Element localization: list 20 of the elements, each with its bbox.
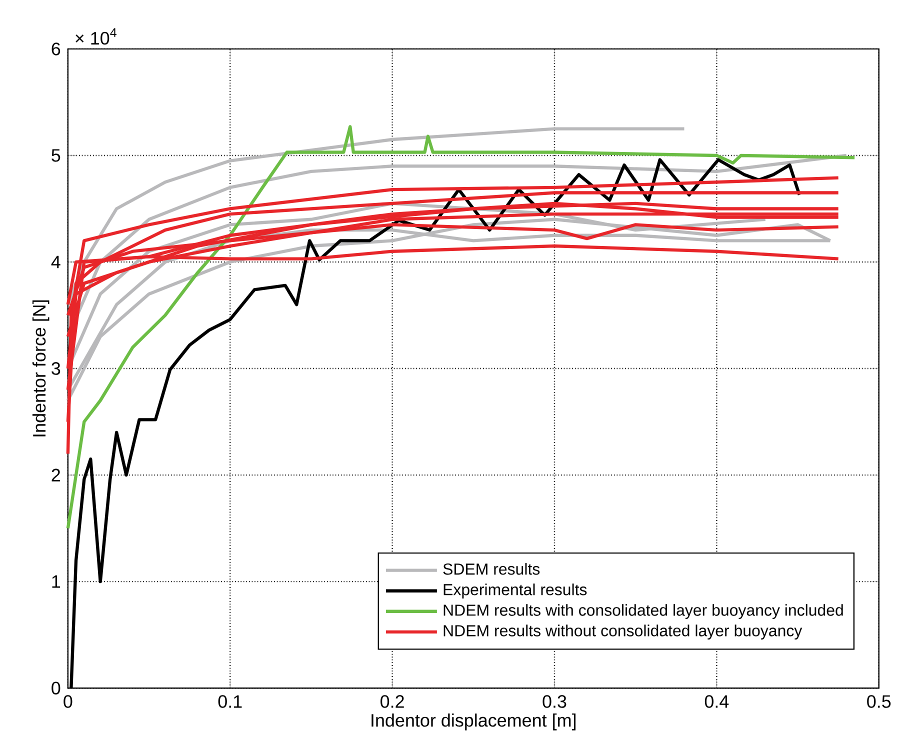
x-tick-label: 0.4 xyxy=(704,695,729,708)
y-axis-title: Indentor force [N] xyxy=(32,300,50,436)
y-tick-label: 2 xyxy=(52,468,60,482)
legend-label: SDEM results xyxy=(443,563,540,575)
legend-label: NDEM results with consolidated layer buoyancy included xyxy=(444,604,843,619)
legend-label: NDEM results without consolidated layer buoyancy xyxy=(444,624,802,640)
x-tick-label: 0.5 xyxy=(867,695,891,708)
y-tick-label: 1 xyxy=(52,575,60,588)
y-tick-label: 0 xyxy=(52,682,60,694)
x-tick-label: 0.3 xyxy=(542,695,566,708)
y-tick-label: 5 xyxy=(52,149,60,162)
x-tick-label: 0.1 xyxy=(218,695,242,708)
y-tick-label: 6 xyxy=(52,42,60,56)
x-axis-title: Indentor displacement [m] xyxy=(372,714,576,730)
x-tick-label: 0 xyxy=(64,695,72,708)
y-tick-label: 4 xyxy=(51,256,60,268)
legend-label: Experimental results xyxy=(444,584,587,598)
text: × 10$^{4}$ xyxy=(76,28,116,45)
y-tick-label: 3 xyxy=(52,362,60,375)
x-tick-label: 0.2 xyxy=(380,695,404,708)
